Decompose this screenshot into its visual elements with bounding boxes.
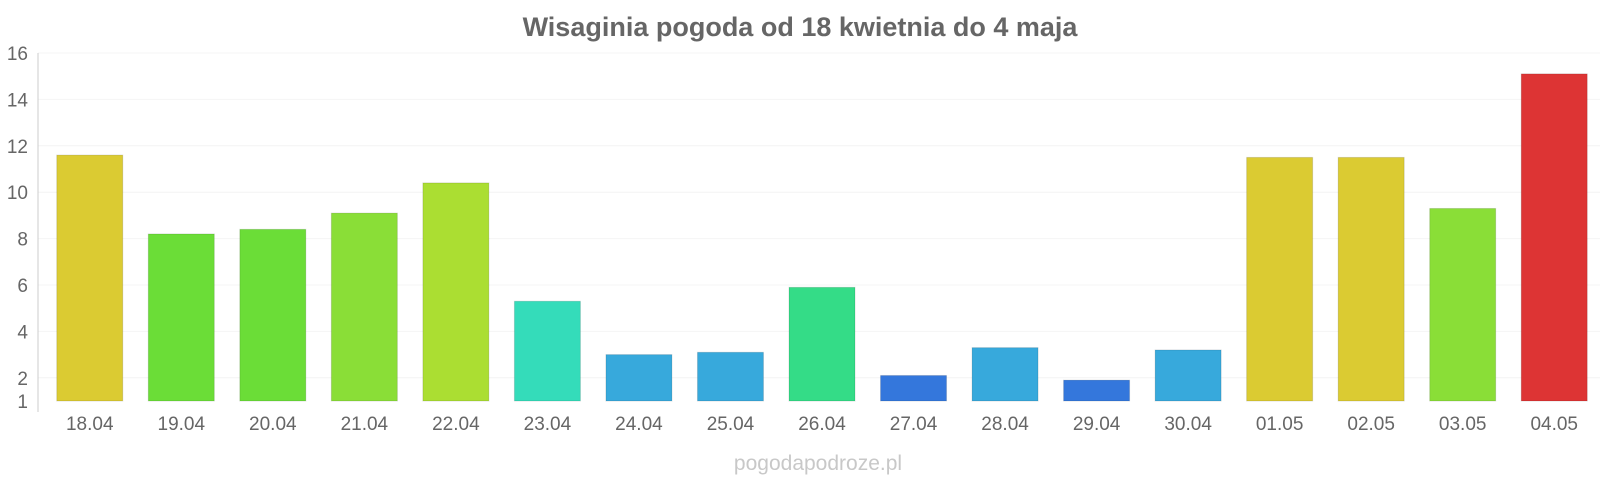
bar-30.04 [1154,349,1222,402]
watermark: pogodapodroze.pl [734,452,902,475]
y-axis-ticks: 12 4 6 8 10 12 14 16 [7,44,29,413]
x-tick-label: 19.04 [158,414,206,435]
bar-26.04 [788,286,856,402]
x-tick-label: 24.04 [615,414,663,435]
x-tick-label: 04.05 [1530,414,1578,435]
x-tick-label: 29.04 [1073,414,1121,435]
bar-01.05 [1246,156,1314,402]
x-tick-label: 22.04 [432,414,480,435]
bar-04.05 [1520,73,1588,402]
x-tick-label: 23.04 [524,414,572,435]
bar-29.04 [1063,379,1131,402]
y-tick-label: 8 [17,230,28,251]
bar-25.04 [696,351,764,402]
x-tick-label: 02.05 [1347,414,1395,435]
bar-19.04 [147,233,215,402]
bar-18.04 [56,154,124,402]
y-tick-label: 4 [17,322,28,343]
x-tick-label: 30.04 [1164,414,1212,435]
x-tick-label: 03.05 [1439,414,1487,435]
bar-21.04 [330,212,398,402]
y-tick-label: 16 [7,44,28,65]
bars [56,73,1588,402]
y-tick-label: 1 [17,392,28,413]
x-tick-label: 01.05 [1256,414,1304,435]
x-tick-label: 28.04 [981,414,1029,435]
bar-23.04 [513,300,581,402]
x-tick-label: 25.04 [707,414,755,435]
x-tick-label: 26.04 [798,414,846,435]
y-tick-label: 6 [17,276,28,297]
bar-22.04 [422,182,490,402]
x-axis-labels: 18.04 19.04 20.04 21.04 22.04 23.04 24.04 25.04… [66,414,1578,435]
bar-27.04 [880,374,948,402]
bar-20.04 [239,228,307,402]
x-tick-label: 20.04 [249,414,297,435]
bar-24.04 [605,354,673,402]
y-tick-label: 10 [7,183,28,204]
x-tick-label: 18.04 [66,414,114,435]
y-tick-label: 12 [7,137,28,158]
x-tick-label: 27.04 [890,414,938,435]
bar-28.04 [971,347,1039,402]
bar-03.05 [1429,207,1497,402]
y-tick-label: 2 [17,369,28,390]
y-tick-label: 14 [7,90,29,111]
bar-02.05 [1337,156,1405,402]
x-tick-label: 21.04 [341,414,389,435]
chart-title: Wisaginia pogoda od 18 kwietnia do 4 maj… [523,12,1079,42]
